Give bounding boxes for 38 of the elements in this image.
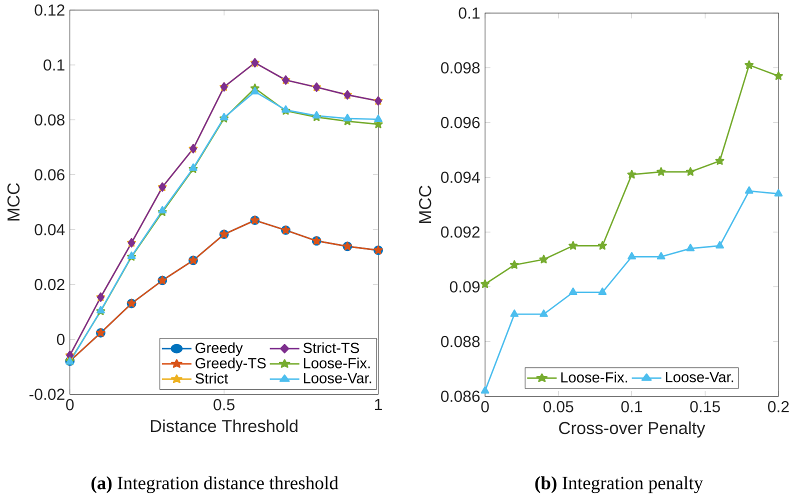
legend-label: Loose-Fix.: [304, 358, 370, 368]
y-axis-title: MCC: [7, 183, 20, 220]
x-tick-label: 0.2: [768, 400, 789, 412]
y-tick-label: -0.02: [29, 388, 64, 400]
y-tick-label: 0.086: [441, 390, 480, 402]
x-tick-label: 0.05: [543, 400, 574, 412]
y-tick-label: 0.098: [441, 62, 480, 74]
legend-label: Loose-Var.: [304, 373, 372, 384]
y-tick-label: 0.096: [441, 116, 480, 128]
y-tick-label: 0: [56, 334, 65, 346]
legend-label: Strict-TS: [303, 342, 359, 354]
y-tick-label: 0.06: [34, 169, 64, 180]
x-tick-label: 0: [481, 400, 489, 412]
y-tick-label: 0.08: [34, 114, 64, 126]
legend-label: Greedy-TS: [196, 358, 266, 372]
x-tick-label: 0.15: [690, 400, 720, 412]
x-tick-label: 0.5: [214, 398, 234, 410]
legend-label: Loose-Fix.: [561, 372, 628, 382]
x-axis-title: Cross-over Penalty: [559, 421, 706, 438]
y-tick-label: 0.1: [44, 59, 64, 71]
y-axis-title: MCC: [419, 186, 432, 223]
x-tick-label: 1: [375, 398, 382, 410]
y-tick-label: 0.088: [441, 336, 480, 348]
legend-label: Greedy: [196, 342, 243, 356]
text: (b) Integration penalty: [535, 476, 704, 494]
legend-label: Loose-Var.: [666, 372, 734, 382]
y-tick-label: 0.09: [450, 281, 480, 292]
legend-label: Strict: [196, 372, 228, 384]
x-tick-label: 0.1: [621, 400, 642, 412]
x-axis-title: Distance Threshold: [150, 419, 298, 432]
y-tick-label: 0.1: [458, 7, 480, 19]
text: (a) Integration distance threshold: [91, 476, 338, 494]
y-tick-label: 0.04: [34, 224, 65, 236]
y-tick-label: 0.12: [34, 4, 64, 16]
y-tick-label: 0.092: [441, 226, 480, 238]
y-tick-label: 0.02: [34, 278, 64, 290]
x-tick-label: 0: [66, 398, 74, 410]
y-tick-label: 0.094: [441, 172, 480, 183]
